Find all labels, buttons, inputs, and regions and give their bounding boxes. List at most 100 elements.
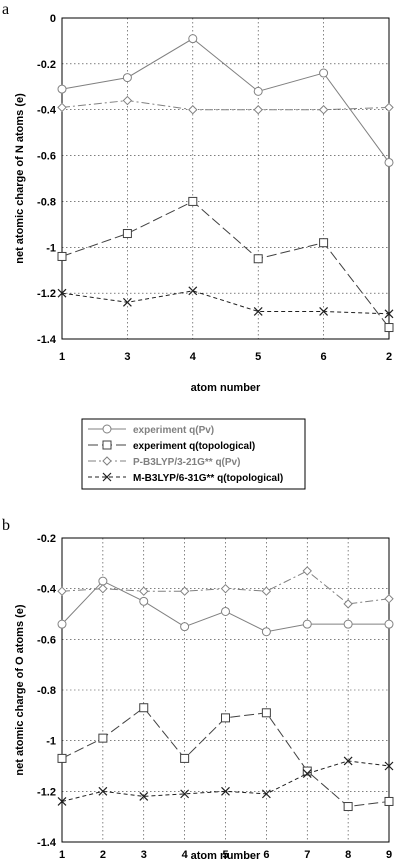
chart-a-plot-frame: [61, 17, 390, 340]
chart-a-data-point: [188, 286, 198, 296]
chart-a-data-point: [319, 68, 329, 78]
chart-a-xtick-label: 5: [255, 351, 261, 363]
chart-a-xtick-label: 2: [386, 351, 392, 363]
legend-marker: [102, 456, 112, 466]
chart-a-data-point: [384, 323, 394, 333]
chart-b-data-point: [221, 786, 230, 796]
chart-b-series-2: [57, 703, 394, 812]
chart-b-data-point: [261, 586, 272, 596]
chart-a-panel-letter: a: [2, 1, 9, 18]
chart-a-data-point: [253, 254, 263, 264]
chart-a: a 0 -0.2 -0.4 -0.6 -0.8 -1 -1.2 -1.41 3 4 5 6 2 net at…: [2, 1, 394, 394]
chart-b-data-point: [302, 769, 312, 779]
chart-b-data-point: [343, 599, 353, 609]
chart-a-data-point: [57, 251, 67, 261]
chart-a-data-point: [319, 238, 329, 248]
chart-a-xtick-label: 1: [59, 351, 65, 363]
chart-b-plot-frame: [61, 537, 390, 843]
chart-a-data-point: [57, 84, 67, 94]
chart-a-data-point: [384, 102, 394, 113]
chart-b-ytick-label: -1.4: [37, 837, 57, 849]
chart-a-series-line: [61, 38, 390, 163]
chart-a-ytick-label: -1.2: [37, 288, 56, 300]
chart-a-data-point: [188, 105, 198, 115]
chart-b-data-point: [261, 708, 271, 718]
chart-a-series-3: [57, 95, 394, 115]
chart-b-series-line: [61, 760, 390, 802]
chart-a-ytick-label: -1: [46, 242, 56, 254]
chart-b-data-point: [343, 756, 353, 766]
chart-a-data-point: [318, 105, 329, 115]
legend-item: M-B3LYP/6-31G** q(topological): [88, 472, 283, 484]
legend-item: experiment q(topological): [88, 440, 255, 452]
chart-a-data-point: [122, 297, 132, 307]
chart-b-data-point: [302, 566, 312, 576]
chart-b-panel-letter: b: [2, 517, 10, 534]
chart-b-data-point: [98, 583, 108, 594]
legend: experiment q(Pv) experiment q(topological…: [81, 418, 306, 490]
chart-b-xtick-label: 8: [345, 849, 351, 861]
legend-label: experiment q(topological): [133, 441, 255, 452]
chart-b-data-point: [384, 594, 394, 604]
chart-a-data-point: [57, 102, 67, 113]
chart-b-data-point: [57, 586, 67, 596]
chart-a-xtick-label: 3: [124, 351, 130, 363]
legend-item: P-B3LYP/3-21G** q(Pv): [88, 456, 240, 468]
chart-b-data-point: [343, 619, 353, 629]
chart-b-data-point: [98, 733, 108, 743]
chart-a-data-point: [122, 229, 132, 239]
chart-b-x-axis-title: atom number: [191, 850, 261, 862]
legend-marker: [102, 440, 112, 450]
chart-b-ytick-label: -0.2: [37, 533, 56, 545]
legend-label: M-B3LYP/6-31G** q(topological): [133, 473, 283, 484]
chart-a-ytick-label: -0.8: [37, 196, 56, 208]
legend-item: experiment q(Pv): [88, 424, 214, 436]
chart-b-data-point: [261, 627, 271, 637]
chart-b-data-point: [384, 619, 394, 629]
legend-label: P-B3LYP/3-21G** q(Pv): [133, 457, 240, 468]
chart-b-data-point: [302, 766, 312, 776]
chart-a-ytick-label: -1.4: [37, 334, 57, 346]
chart-a-data-point: [384, 309, 394, 319]
chart-a-data-point: [188, 34, 198, 44]
chart-b-data-point: [221, 713, 230, 723]
chart-a-ytick-label: 0: [50, 13, 56, 25]
chart-b-data-point: [180, 789, 190, 799]
chart-a-data-point: [253, 86, 263, 96]
chart-b-xtick-label: 6: [263, 849, 269, 861]
chart-b-ytick-label: -1: [46, 736, 56, 748]
chart-a-series-2: [57, 196, 394, 333]
chart-a-series-line: [61, 100, 390, 111]
chart-b-data-point: [98, 576, 108, 586]
legend-marker: [102, 472, 112, 482]
chart-a-series-4: [57, 286, 394, 319]
chart-b-xtick-label: 5: [222, 849, 228, 861]
chart-b-data-point: [139, 586, 149, 596]
chart-b-data-point: [343, 802, 353, 812]
chart-a-series-line: [61, 200, 390, 328]
chart-b-ytick-label: -0.6: [37, 634, 56, 646]
chart-a-data-point: [319, 307, 329, 316]
legend-marker: [102, 424, 112, 434]
chart-b-xtick-label: 9: [386, 849, 392, 861]
chart-a-ytick-label: -0.2: [37, 59, 56, 71]
chart-b-ytick-label: -0.8: [37, 685, 56, 697]
chart-b-data-point: [179, 586, 190, 596]
chart-a-data-point: [188, 196, 198, 206]
chart-a-data-point: [253, 307, 263, 316]
chart-a-series-line: [61, 290, 390, 315]
chart-b-data-point: [57, 753, 67, 763]
chart-b-series-4: [57, 756, 394, 806]
chart-b-series-3: [57, 566, 394, 609]
chart-b-data-point: [261, 789, 271, 799]
chart-b-data-point: [302, 619, 312, 629]
chart-a-data-point: [122, 95, 133, 106]
chart-b-data-point: [139, 703, 149, 713]
chart-a-y-axis-title: net atomic charge of N atoms (e): [14, 93, 26, 264]
chart-b-data-point: [220, 583, 231, 594]
chart-a-data-point: [384, 157, 394, 167]
chart-b-data-point: [139, 596, 149, 606]
chart-a-xtick-label: 6: [321, 351, 327, 363]
chart-b-xtick-label: 3: [141, 849, 147, 861]
